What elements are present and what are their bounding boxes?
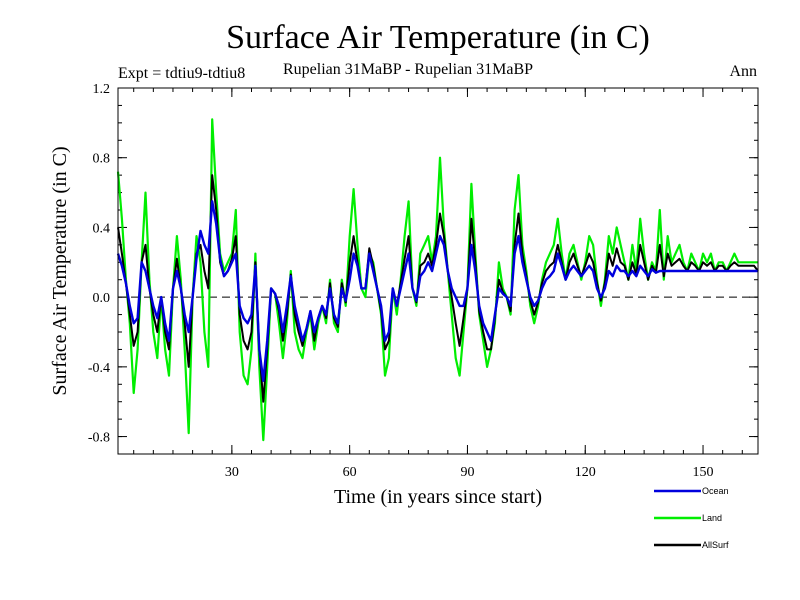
- legend-label-land: Land: [702, 513, 722, 523]
- expt-label: Expt = tdtiu9-tdtiu8: [118, 65, 245, 82]
- plot-frame: [117, 87, 759, 455]
- legend-label-ocean: Ocean: [702, 486, 729, 496]
- y-tick-label: -0.8: [88, 431, 110, 446]
- y-tick-label: 0.4: [93, 221, 111, 236]
- x-tick-label: 90: [460, 465, 474, 480]
- series-line-land: [116, 118, 758, 442]
- legend: Ocean Land AllSurf: [654, 486, 729, 550]
- axes-layer: 30 60 90 120 150 -0.8 -0.4 0.0 0.4 0.8 1.2: [88, 82, 758, 480]
- series-line-ocean: [116, 200, 758, 382]
- x-tick-label: 60: [343, 465, 357, 480]
- y-tick-label: 0.0: [93, 291, 111, 306]
- x-tick-label: 30: [225, 465, 239, 480]
- y-axis-title: Surface Air Temperature (in C): [49, 146, 71, 395]
- x-axis-title: Time (in years since start): [334, 486, 542, 508]
- legend-label-allsurf: AllSurf: [702, 540, 729, 550]
- y-tick-label: -0.4: [88, 361, 110, 376]
- y-tick-label: 1.2: [93, 82, 111, 97]
- series-layer: [116, 118, 759, 442]
- x-tick-label: 150: [693, 465, 714, 480]
- period-label: Rupelian 31MaBP - Rupelian 31MaBP: [283, 61, 533, 78]
- y-tick-label: 0.8: [93, 152, 111, 167]
- x-tick-label: 120: [575, 465, 596, 480]
- season-label: Ann: [729, 63, 757, 80]
- chart-title: Surface Air Temperature (in C): [226, 19, 650, 56]
